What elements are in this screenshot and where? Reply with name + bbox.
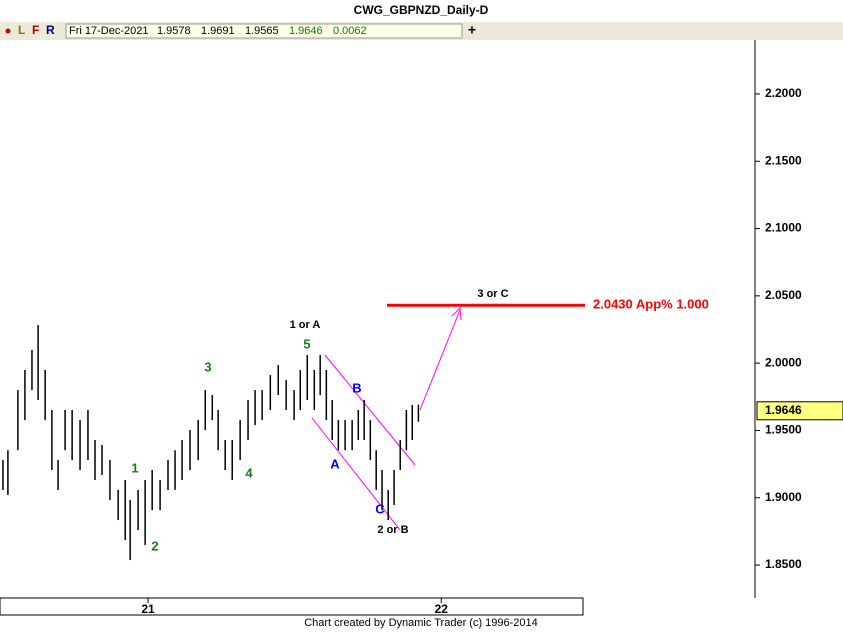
arrow-head [451, 306, 462, 321]
info-close: 1.9646 [289, 25, 323, 37]
y-tick-label: 1.9000 [765, 490, 802, 504]
add-button[interactable]: + [468, 22, 476, 38]
wave-label: 5 [303, 336, 310, 351]
info-change: 0.0062 [333, 25, 367, 37]
toolbar-button[interactable]: F [32, 23, 39, 37]
y-tick-label: 2.1500 [765, 153, 802, 167]
wave-label: B [352, 380, 361, 395]
info-low: 1.9565 [245, 25, 279, 37]
y-tick-label: 1.8500 [765, 557, 802, 571]
y-tick-label: 2.2000 [765, 86, 802, 100]
wave-label: 1 or A [290, 319, 321, 331]
info-high: 1.9691 [201, 25, 235, 37]
wave-label: A [330, 456, 340, 471]
drawings [311, 306, 462, 531]
wave-label: 3 [204, 359, 211, 374]
toolbar-dot[interactable] [5, 28, 11, 34]
wave-label: 4 [245, 465, 253, 480]
toolbar-button[interactable]: R [46, 23, 55, 37]
chart-title: CWG_GBPNZD_Daily-D [354, 3, 489, 17]
title-bar [0, 0, 843, 22]
channel-line [311, 417, 401, 531]
info: Fri 17-Dec-2021 1.9578 1.9691 1.9565 1.9… [69, 25, 367, 37]
info-date: Fri 17-Dec-2021 [69, 25, 148, 37]
price-box [756, 401, 843, 421]
toolbar-button[interactable]: L [18, 23, 25, 37]
footer: Chart created by Dynamic Trader (c) 1996… [304, 617, 538, 629]
wave-label: 2 [151, 538, 158, 553]
price-box-label: 1.9646 [765, 403, 802, 417]
date-axis [0, 597, 584, 616]
target-label: 2.0430 App% 1.000 [593, 297, 709, 312]
info-open: 1.9578 [157, 25, 191, 37]
wave-label: 2 or B [377, 524, 408, 536]
info-box [65, 23, 463, 39]
wave-label: 3 or C [477, 288, 508, 300]
y-tick-label: 2.1000 [765, 221, 802, 235]
wave-label: C [375, 501, 385, 516]
x-tick-label: 22 [435, 602, 449, 616]
y-tick-label: 2.0000 [765, 355, 802, 369]
projection-arrow [419, 309, 461, 411]
y-tick-label: 2.0500 [765, 288, 802, 302]
y-tick-label: 1.9500 [765, 423, 802, 437]
x-tick-label: 21 [141, 602, 155, 616]
wave-label: 1 [131, 460, 138, 475]
